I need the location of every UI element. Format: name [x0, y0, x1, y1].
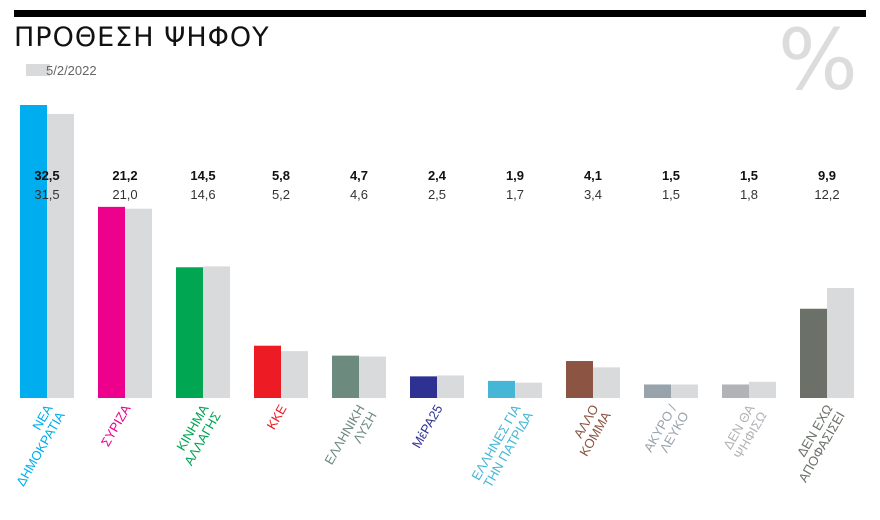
data-label-current: 4,7: [350, 168, 368, 183]
bar-previous: [593, 367, 620, 398]
data-label-current: 9,9: [818, 168, 836, 183]
category-label-line: ΚΚΕ: [264, 402, 290, 432]
data-label-previous: 1,5: [662, 187, 680, 202]
top-rule: [14, 10, 866, 17]
category-label: ΚΚΕ: [264, 402, 290, 432]
data-label-current: 32,5: [34, 168, 59, 183]
bar-current: [332, 355, 359, 398]
legend: 5/2/2022: [26, 62, 97, 78]
category-label: ΔΕΝ ΘΑΨΗΦΙΣΩ: [719, 402, 770, 462]
bar-current: [98, 206, 125, 398]
data-label-previous: 14,6: [190, 187, 215, 202]
category-label: ΣΥΡΙΖΑ: [98, 402, 134, 449]
category-label-line: ΜέΡΑ25: [409, 402, 446, 451]
bar-current: [176, 267, 203, 398]
bar-current: [410, 376, 437, 398]
bar-previous: [827, 288, 854, 398]
legend-label-previous: 5/2/2022: [46, 62, 97, 78]
bar-current: [566, 361, 593, 398]
data-label-previous: 3,4: [584, 187, 602, 202]
data-label-previous: 4,6: [350, 187, 368, 202]
category-label-line: ΣΥΡΙΖΑ: [98, 402, 134, 449]
category-label: ΔΕΝ ΕΧΩΑΠΟΦΑΣΙΣΕΙ: [783, 402, 848, 485]
category-label: ΜέΡΑ25: [409, 402, 446, 451]
bar-previous: [749, 381, 776, 398]
bar-previous: [671, 384, 698, 398]
category-label: ΝΕΑΔΗΜΟΚΡΑΤΙΑ: [1, 402, 68, 489]
data-label-previous: 21,0: [112, 187, 137, 202]
category-label: ΕΛΛΗΝΕΣ ΓΙΑΤΗΝ ΠΑΤΡΙΔΑ: [468, 402, 536, 490]
data-label-current: 1,5: [740, 168, 758, 183]
category-label: ΑΚΥΡΟ /ΛΕΥΚΟ: [641, 402, 692, 462]
bar-previous: [125, 208, 152, 398]
data-label-previous: 2,5: [428, 187, 446, 202]
data-label-current: 14,5: [190, 168, 215, 183]
bar-current: [800, 308, 827, 398]
data-label-current: 4,1: [584, 168, 602, 183]
data-label-current: 5,8: [272, 168, 290, 183]
data-label-current: 1,9: [506, 168, 524, 183]
data-label-current: 2,4: [428, 168, 447, 183]
percent-icon: %: [778, 11, 858, 109]
bar-previous: [203, 266, 230, 398]
category-label: ΚΙΝΗΜΑΑΛΛΑΓΗΣ: [169, 402, 224, 468]
bar-current: [644, 384, 671, 398]
bar-previous: [437, 375, 464, 398]
bar-current: [722, 384, 749, 398]
bar-previous: [515, 382, 542, 398]
data-label-previous: 12,2: [814, 187, 839, 202]
bar-previous: [47, 114, 74, 398]
data-label-previous: 31,5: [34, 187, 59, 202]
data-label-current: 1,5: [662, 168, 680, 183]
chart-title: ΠΡΟΘΕΣΗ ΨΗΦΟΥ: [14, 22, 270, 53]
data-label-previous: 5,2: [272, 187, 290, 202]
bar-previous: [359, 356, 386, 398]
legend-swatch-previous: [26, 64, 50, 76]
data-label-current: 21,2: [112, 168, 137, 183]
bar-current: [488, 380, 515, 398]
bar-current: [254, 345, 281, 398]
category-label: ΕΛΛΗΝΙΚΗΛΥΣΗ: [321, 402, 379, 474]
category-label: ΑΛΛΟΚΟΜΜΑ: [564, 402, 614, 459]
bar-previous: [281, 351, 308, 398]
bar-current: [20, 105, 47, 398]
data-label-previous: 1,8: [740, 187, 758, 202]
data-label-previous: 1,7: [506, 187, 524, 202]
